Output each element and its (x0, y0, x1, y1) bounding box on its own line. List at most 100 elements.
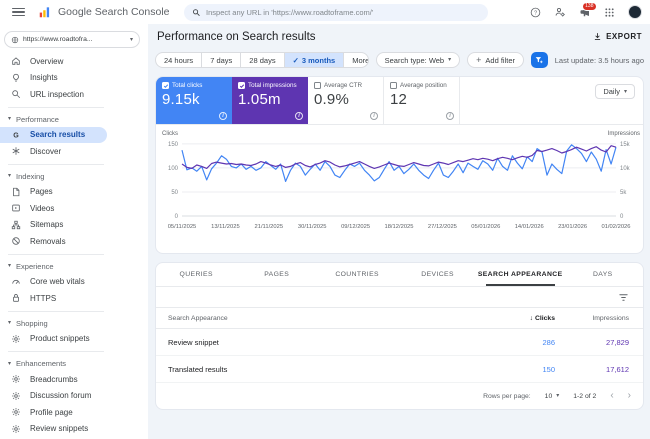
filter-sparkle-button[interactable] (531, 52, 548, 68)
next-page-icon[interactable]: › (627, 390, 631, 401)
svg-text:21/11/2025: 21/11/2025 (255, 224, 284, 230)
rows-per-page-select[interactable]: 10 ▾ (544, 392, 560, 400)
table-row[interactable]: Translated results 150 17,612 (156, 356, 643, 383)
sidebar-divider (8, 163, 104, 165)
gear-icon (11, 407, 21, 417)
url-inspect-input[interactable] (206, 7, 480, 17)
cell-name: Translated results (168, 364, 228, 374)
svg-text:Clicks: Clicks (162, 131, 178, 137)
sidebar-item-videos[interactable]: Videos (0, 200, 107, 217)
sidebar-divider (8, 253, 104, 255)
checkbox-unchecked-icon[interactable] (314, 82, 321, 89)
svg-text:0: 0 (620, 214, 624, 220)
sidebar-item-removals[interactable]: Removals (0, 233, 107, 250)
column-impressions[interactable]: Impressions (592, 314, 629, 322)
granularity-dropdown[interactable]: Daily ▾ (595, 84, 635, 99)
metric-tile-total-impressions[interactable]: Total impressions 1.05m i (232, 77, 308, 124)
svg-text:Impressions: Impressions (608, 131, 640, 137)
svg-text:15k: 15k (620, 142, 631, 148)
table-filter-icon[interactable] (618, 292, 629, 303)
funnel-plus-icon (536, 57, 543, 64)
tab-pages[interactable]: PAGES (264, 271, 290, 278)
home-icon (11, 56, 21, 66)
svg-text:5k: 5k (620, 190, 627, 196)
sidebar-item-product-snippets[interactable]: Product snippets (0, 331, 107, 348)
info-icon[interactable]: i (370, 112, 378, 120)
sidebar-section-experience[interactable]: ▾ Experience (8, 261, 54, 271)
announcements-icon[interactable]: 138 (579, 2, 597, 18)
gauge-icon (11, 277, 21, 287)
apps-grid-icon[interactable] (604, 7, 615, 18)
table-header: Search Appearance ↓ Clicks Impressions (156, 308, 643, 329)
avatar[interactable] (628, 5, 642, 19)
url-inspect-searchbar[interactable] (183, 3, 488, 21)
svg-text:30/11/2025: 30/11/2025 (298, 224, 327, 230)
download-icon (594, 33, 601, 40)
metric-tile-average-ctr[interactable]: Average CTR 0.9% i (308, 77, 384, 124)
help-icon[interactable]: ? (530, 7, 541, 18)
manage-users-icon[interactable] (554, 6, 566, 18)
property-selector[interactable]: https://www.roadtofra... ▾ (4, 31, 140, 48)
gear-icon (11, 391, 21, 401)
sidebar-item-core-web-vitals[interactable]: Core web vitals (0, 274, 107, 291)
sidebar-section-performance[interactable]: ▾ Performance (8, 114, 59, 124)
sidebar-item-discover[interactable]: Discover (0, 143, 107, 160)
metric-tiles: Total clicks 9.15k i Total impressions 1.… (156, 77, 643, 125)
menu-icon[interactable] (12, 7, 25, 17)
info-icon[interactable]: i (446, 112, 454, 120)
rows-per-page-label: Rows per page: (483, 392, 531, 400)
dimension-tabs: QUERIES PAGES COUNTRIES DEVICES SEARCH APPEA… (156, 263, 643, 287)
sidebar-section-indexing[interactable]: ▾ Indexing (8, 171, 45, 181)
cell-impressions: 27,829 (606, 337, 629, 347)
lock-icon (11, 293, 21, 303)
main-content: Performance on Search results EXPORT 24 … (148, 24, 650, 439)
sidebar-section-shopping[interactable]: ▾ Shopping (8, 318, 48, 328)
sidebar-nav: Overview Insights URL inspection ▾ Performan… (0, 53, 148, 437)
column-clicks-sorted[interactable]: ↓ Clicks (529, 314, 555, 322)
checkbox-checked-icon[interactable] (238, 82, 245, 89)
sidebar-item-breadcrumbs[interactable]: Breadcrumbs (0, 371, 107, 388)
svg-text:23/01/2026: 23/01/2026 (558, 224, 587, 230)
sidebar-item-pages[interactable]: Pages (0, 184, 107, 201)
info-icon[interactable]: i (219, 112, 227, 120)
prev-page-icon[interactable]: ‹ (610, 390, 614, 401)
add-filter-button[interactable]: + Add filter (467, 52, 524, 68)
range-more-dropdown[interactable]: More▾ (343, 53, 368, 67)
tab-devices[interactable]: DEVICES (421, 271, 454, 278)
page-range-label: 1-2 of 2 (573, 392, 597, 400)
sidebar-item-overview[interactable]: Overview (0, 53, 107, 70)
search-type-filter[interactable]: Search type: Web ▾ (375, 52, 461, 68)
removals-icon (11, 236, 21, 246)
sidebar-section-enhancements[interactable]: ▾ Enhancements (8, 359, 67, 368)
performance-chart[interactable]: Clicks Impressions 150 15k 100 10k 50 5k 0 0 05/11… (156, 125, 643, 253)
sidebar-item-url-inspection[interactable]: URL inspection (0, 86, 107, 103)
range-24-hours[interactable]: 24 hours (164, 55, 194, 65)
checkbox-unchecked-icon[interactable] (390, 82, 397, 89)
range-7-days[interactable]: 7 days (201, 53, 240, 67)
sidebar-item-review-snippets[interactable]: Review snippets (0, 421, 107, 438)
info-icon[interactable]: i (295, 112, 303, 120)
range-3-months[interactable]: ✓ 3 months (283, 53, 344, 67)
tab-days[interactable]: DAYS (592, 271, 613, 278)
sidebar-item-https[interactable]: HTTPS (0, 290, 107, 307)
sidebar-item-insights[interactable]: Insights (0, 70, 107, 87)
table-body: Review snippet 286 27,829 Translated resu… (156, 329, 643, 383)
export-button[interactable]: EXPORT (593, 32, 642, 41)
sidebar-item-search-results[interactable]: G Search results (0, 126, 107, 143)
tab-queries[interactable]: QUERIES (179, 271, 213, 278)
tab-countries[interactable]: COUNTRIES (335, 271, 379, 278)
g-letter-icon: G (11, 130, 21, 140)
column-search-appearance[interactable]: Search Appearance (168, 314, 228, 322)
search-console-logo-icon (39, 7, 50, 18)
sidebar-item-sitemaps[interactable]: Sitemaps (0, 217, 107, 234)
sidebar-item-profile-page[interactable]: Profile page (0, 404, 107, 421)
table-row[interactable]: Review snippet 286 27,829 (156, 329, 643, 356)
gear-icon (11, 334, 21, 344)
range-28-days[interactable]: 28 days (240, 53, 283, 67)
checkbox-checked-icon[interactable] (162, 82, 169, 89)
sidebar-item-discussion-forum[interactable]: Discussion forum (0, 388, 107, 405)
svg-text:0: 0 (175, 214, 179, 220)
tab-search-appearance[interactable]: SEARCH APPEARANCE (478, 263, 563, 286)
metric-tile-average-position[interactable]: Average position 12 i (384, 77, 460, 124)
metric-tile-total-clicks[interactable]: Total clicks 9.15k i (156, 77, 232, 124)
